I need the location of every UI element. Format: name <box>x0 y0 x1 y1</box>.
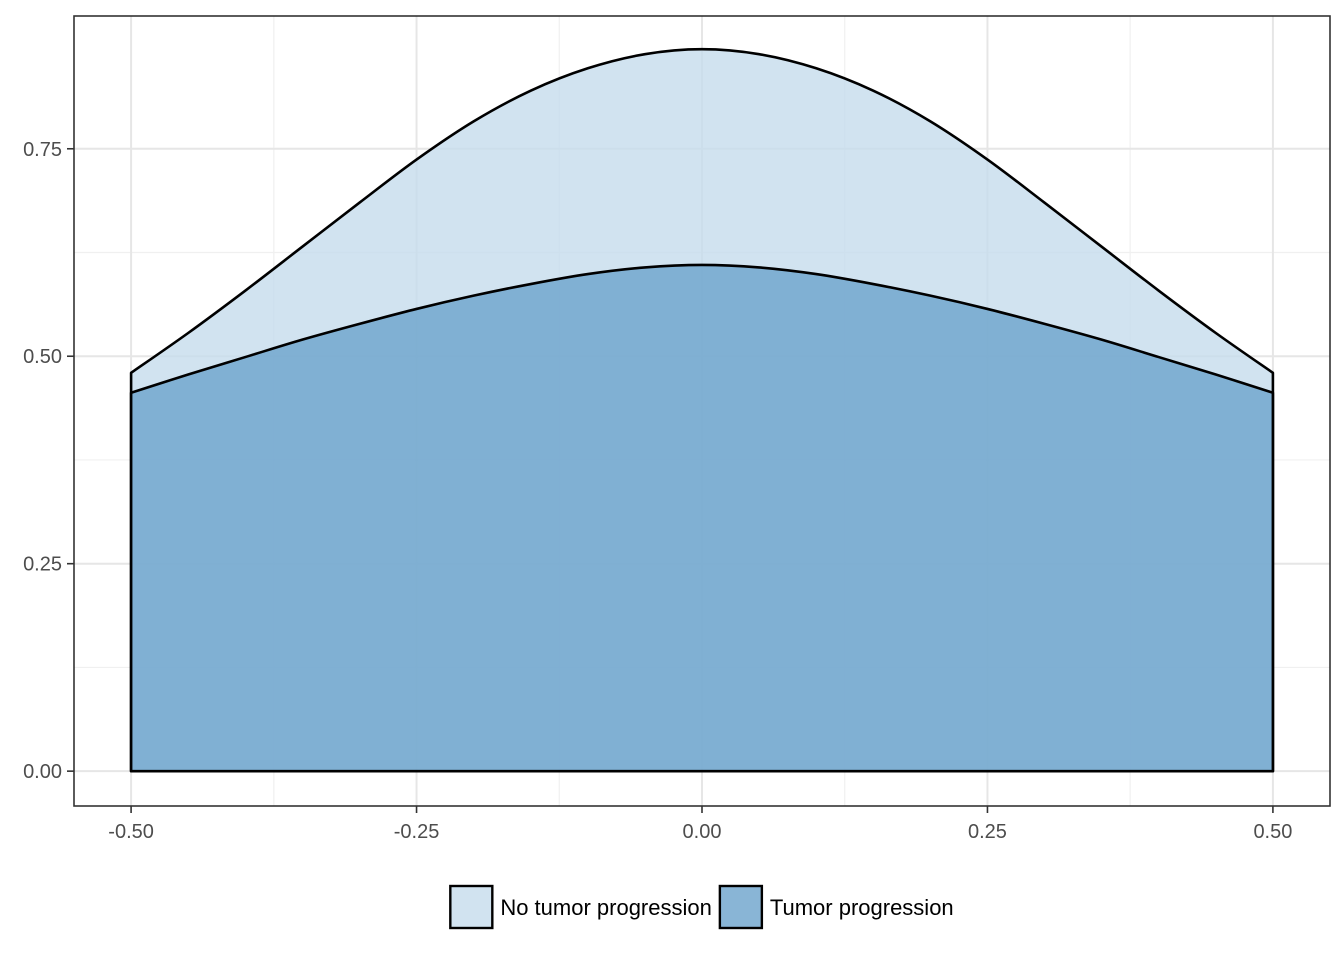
x-tick-label: 0.25 <box>968 821 1007 843</box>
x-tick-label: -0.25 <box>394 821 440 843</box>
density-area-series-2 <box>129 263 1275 773</box>
x-tick-label: 0.50 <box>1253 821 1292 843</box>
y-tick-label: 0.25 <box>23 554 62 576</box>
x-tick-label: 0.00 <box>683 821 722 843</box>
y-tick-label: 0.00 <box>23 761 62 783</box>
legend-label-series-1: No tumor progression <box>500 895 712 920</box>
legend-key-series-1 <box>449 884 494 930</box>
legend-label-series-2: Tumor progression <box>770 895 954 920</box>
y-tick-label: 0.75 <box>23 139 62 161</box>
y-tick-label: 0.50 <box>23 346 62 368</box>
legend-key-series-2 <box>718 884 764 930</box>
x-tick-label: -0.50 <box>108 821 154 843</box>
